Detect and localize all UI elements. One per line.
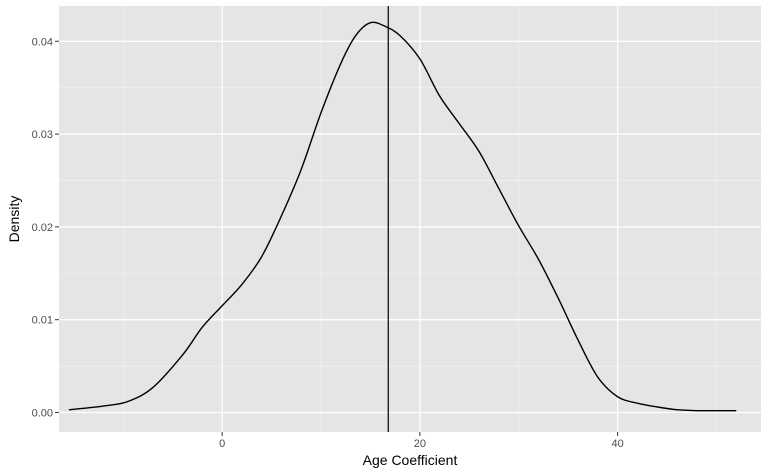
y-tick-label: 0.04 [32,36,53,48]
x-tick-label: 40 [612,438,624,450]
series-layer [68,6,737,432]
plot-panel [59,6,761,432]
x-axis: 0 20 40 [219,432,624,450]
y-axis-title: Density [6,196,22,243]
y-tick-label: 0.00 [32,408,53,420]
x-tick-label: 0 [219,438,225,450]
density-line [68,21,737,412]
y-axis: 0.00 0.01 0.02 0.03 0.04 [32,36,59,420]
y-tick-label: 0.03 [32,129,53,141]
y-tick-label: 0.02 [32,222,53,234]
y-tick-label: 0.01 [32,315,53,327]
x-tick-label: 20 [414,438,426,450]
minor-grid [59,6,761,432]
major-grid [59,6,761,432]
x-axis-title: Age Coefficient [363,452,458,468]
